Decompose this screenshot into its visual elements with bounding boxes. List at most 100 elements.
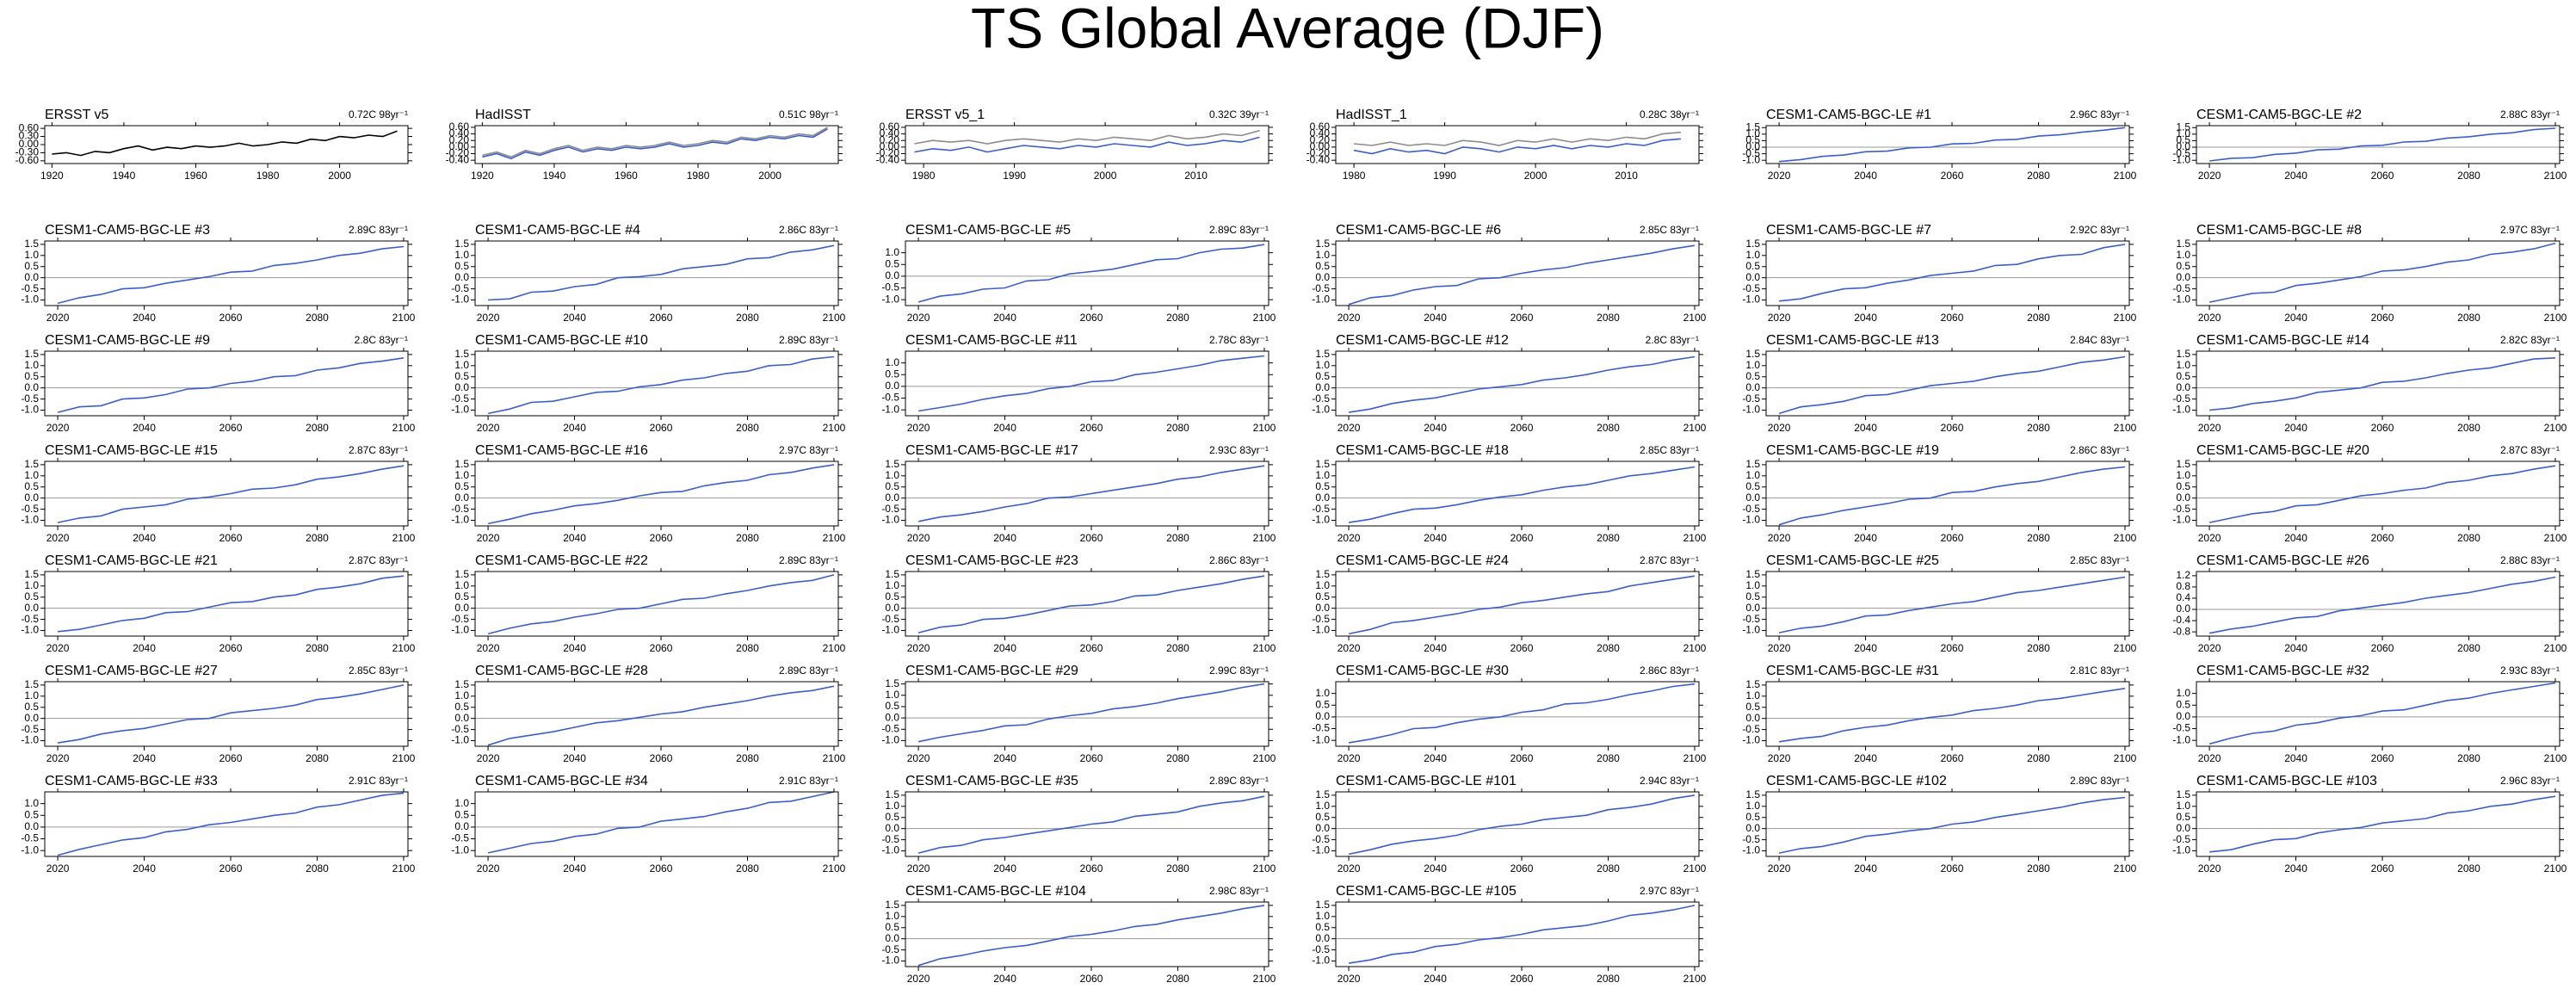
x-tick-label: 1990 xyxy=(1003,170,1026,182)
x-tick-label: 2020 xyxy=(46,642,70,654)
x-tick-label: 2060 xyxy=(2371,422,2394,434)
x-tick-label: 2060 xyxy=(650,532,673,544)
x-tick-label: 2100 xyxy=(2114,312,2137,324)
series-line xyxy=(2208,576,2556,634)
y-tick-label: 0.0 xyxy=(885,932,899,944)
x-tick-label: 1960 xyxy=(184,170,207,182)
x-tick-label: 2040 xyxy=(1854,312,1877,324)
x-tick-label: 2020 xyxy=(907,862,930,874)
series-line xyxy=(1353,138,1681,155)
y-tick-label: 1.5 xyxy=(2176,121,2190,133)
y-tick-label: -0.30 xyxy=(15,146,40,158)
x-tick-label: 2000 xyxy=(1524,170,1547,182)
panel-title: CESM1-CAM5-BGC-LE #9 xyxy=(45,333,210,348)
y-tick-label: 1.0 xyxy=(24,797,39,809)
plot-frame xyxy=(905,571,1269,637)
y-tick-label: -1.0 xyxy=(451,294,469,306)
x-tick-label: 2020 xyxy=(907,642,930,654)
y-tick-label: 0.5 xyxy=(24,260,39,272)
x-tick-label: 2100 xyxy=(1253,752,1276,764)
y-tick-label: 1.0 xyxy=(885,246,899,258)
y-tick-label: 1.0 xyxy=(454,797,469,809)
y-tick-label: 1.5 xyxy=(24,348,39,360)
x-tick-label: 2100 xyxy=(2544,170,2567,182)
plot-frame xyxy=(474,125,839,164)
panel-title: ERSST v5 xyxy=(45,108,109,122)
series-line xyxy=(2209,127,2556,162)
y-tick-label: 0.0 xyxy=(885,269,899,281)
x-tick-label: 2080 xyxy=(1597,752,1620,764)
plot-frame xyxy=(474,791,839,857)
plot-frame xyxy=(1335,681,1700,747)
plot-frame xyxy=(1335,240,1700,306)
series-line xyxy=(487,574,835,635)
y-tick-label: 1.5 xyxy=(1745,121,1760,133)
panel-title: CESM1-CAM5-BGC-LE #33 xyxy=(45,774,218,788)
y-tick-label: 0.5 xyxy=(1315,480,1330,492)
panel-annotation: 2.87C 83yr⁻¹ xyxy=(2500,444,2560,456)
y-tick-label: -1.0 xyxy=(451,514,469,526)
y-tick-label: 1.0 xyxy=(1745,127,1760,139)
x-tick-label: 2100 xyxy=(1683,532,1707,544)
y-tick-label: -1.0 xyxy=(21,404,39,416)
y-tick-label: -0.5 xyxy=(881,503,899,515)
x-tick-label: 2040 xyxy=(1424,862,1447,874)
panel-annotation: 2.78C 83yr⁻¹ xyxy=(1209,334,1269,346)
y-tick-label: 0.0 xyxy=(24,271,39,283)
y-tick-label: 0.5 xyxy=(24,590,39,603)
x-tick-label: 2040 xyxy=(2284,642,2307,654)
series-line xyxy=(487,685,835,746)
x-tick-label: 2080 xyxy=(736,862,759,874)
y-tick-label: 1.0 xyxy=(1745,359,1760,371)
x-tick-label: 1920 xyxy=(40,170,64,182)
plot-frame xyxy=(44,350,409,417)
y-tick-label: 0.5 xyxy=(1745,590,1760,603)
panel-annotation: 2.98C 83yr⁻¹ xyxy=(1209,885,1269,897)
plot-frame xyxy=(474,350,839,417)
y-tick-label: -1.0 xyxy=(1742,844,1760,856)
y-tick-label: 0.5 xyxy=(885,811,899,823)
panel-annotation: 0.72C 98yr⁻¹ xyxy=(349,108,408,121)
x-tick-label: 2080 xyxy=(1166,312,1189,324)
y-tick-label: -0.5 xyxy=(21,392,39,405)
panel-title: CESM1-CAM5-BGC-LE #14 xyxy=(2196,333,2369,348)
y-tick-label: 0.5 xyxy=(1315,811,1330,823)
y-tick-label: 0.0 xyxy=(454,712,469,724)
y-tick-label: 0.60 xyxy=(449,121,470,133)
x-tick-label: 2020 xyxy=(2198,752,2221,764)
x-tick-label: 2040 xyxy=(1424,973,1447,985)
series-line xyxy=(52,130,398,157)
x-tick-label: 2060 xyxy=(650,642,673,654)
y-tick-label: 1.5 xyxy=(1315,348,1330,360)
y-tick-label: -0.40 xyxy=(446,153,470,165)
y-tick-label: 1.5 xyxy=(1745,788,1760,800)
x-tick-label: 2020 xyxy=(1337,862,1361,874)
x-tick-label: 2010 xyxy=(1615,170,1638,182)
y-tick-label: 1.0 xyxy=(2176,469,2190,481)
x-tick-label: 2080 xyxy=(2027,862,2050,874)
y-tick-label: -1.0 xyxy=(1312,955,1330,967)
y-tick-label: 0.0 xyxy=(1745,140,1760,152)
x-tick-label: 2020 xyxy=(477,312,500,324)
plot-frame xyxy=(1335,460,1700,527)
series-line xyxy=(1779,127,2126,163)
plot-frame xyxy=(2196,681,2561,747)
y-tick-label: 0.20 xyxy=(449,133,470,145)
y-tick-label: 0.40 xyxy=(1310,127,1331,139)
y-tick-label: -0.5 xyxy=(451,282,469,294)
y-tick-label: 0.5 xyxy=(1745,260,1760,272)
y-tick-label: 1.2 xyxy=(2176,569,2190,581)
panel-title: CESM1-CAM5-BGC-LE #32 xyxy=(2196,664,2369,678)
y-tick-label: -0.5 xyxy=(881,613,899,625)
panel-title: CESM1-CAM5-BGC-LE #28 xyxy=(475,664,648,678)
y-tick-label: 1.0 xyxy=(2176,687,2190,699)
x-tick-label: 1980 xyxy=(687,170,710,182)
panel-annotation: 2.86C 83yr⁻¹ xyxy=(779,224,838,236)
x-tick-label: 2060 xyxy=(1080,312,1103,324)
y-tick-label: -1.0 xyxy=(881,514,899,526)
series-line xyxy=(917,355,1265,412)
y-tick-label: 1.5 xyxy=(885,458,899,470)
y-tick-label: -0.20 xyxy=(446,147,470,159)
y-tick-label: -1.0 xyxy=(881,624,899,636)
y-tick-label: -1.0 xyxy=(881,403,899,415)
